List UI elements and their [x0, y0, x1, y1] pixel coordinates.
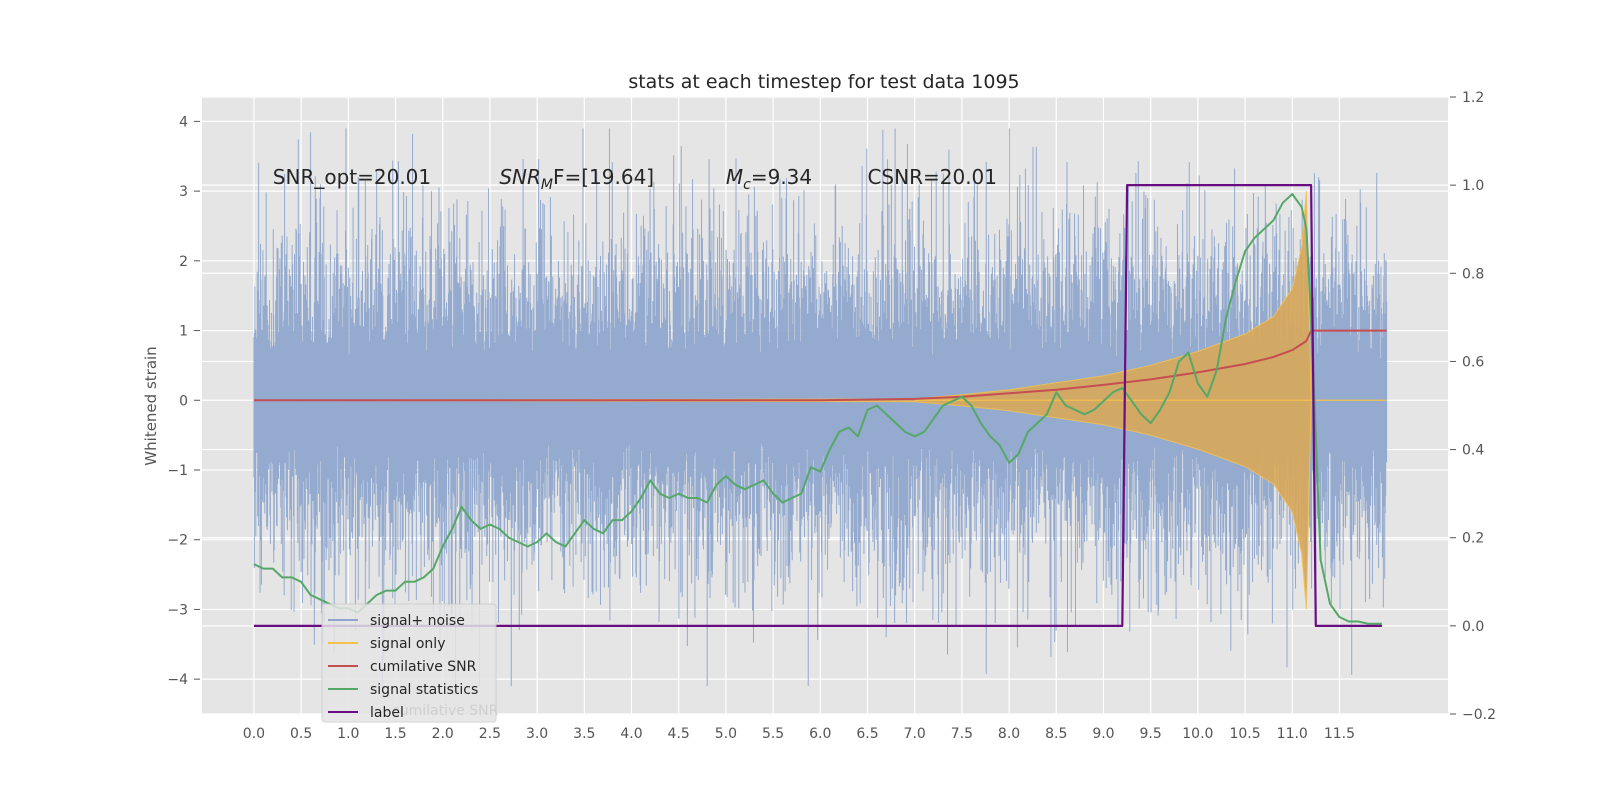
x-tick-label: 3.5	[573, 726, 595, 742]
y-tick-label: −3	[167, 602, 188, 618]
legend: cumilative SNR signal+ noise signal only cu…	[321, 603, 499, 723]
x-tick-label: 4.0	[620, 726, 642, 742]
x-tick-label: 4.5	[668, 726, 690, 742]
y2-tick-label: 0.8	[1462, 266, 1484, 282]
annotation-text: SNRMF=[19.64]	[499, 165, 654, 193]
annotation-text: Mc=9.34	[726, 165, 812, 193]
y-tick-label: 2	[179, 254, 188, 270]
y-tick-label: 4	[179, 114, 188, 130]
series-signal-statistics	[253, 193, 1382, 625]
y-tick-label: 0	[179, 393, 188, 409]
y2-tick-label: 1.0	[1462, 178, 1484, 194]
legend-entry: cumilative SNR	[370, 659, 477, 675]
x-tick-label: 0.5	[290, 726, 312, 742]
y-axis-left: 4 3 2 1 0 −1 −2 −3 −4	[167, 114, 200, 688]
x-tick-label: 7.0	[904, 726, 926, 742]
x-tick-label: 7.5	[951, 726, 973, 742]
x-tick-label: 1.0	[337, 726, 359, 742]
x-tick-label: 9.0	[1092, 726, 1114, 742]
series-label	[253, 184, 1382, 628]
x-tick-label: 3.0	[526, 726, 548, 742]
annotations: SNR_opt=20.01 SNRMF=[19.64] Mc=9.34 CSNR=20…	[273, 165, 997, 193]
x-tick-label: 11.0	[1277, 726, 1308, 742]
annotation-main: SNR	[499, 165, 541, 189]
x-axis: 0.0 0.5 1.0 1.5 2.0 2.5 3.0 3.5 4.0 4.5 5.0 5.5 6.0 6…	[243, 726, 1355, 742]
y-tick-label: −1	[167, 463, 188, 479]
legend-entry: signal+ noise	[370, 613, 465, 629]
legend-box	[321, 603, 497, 723]
y2-tick-label: 0.2	[1462, 531, 1484, 547]
legend-entry: label	[370, 705, 404, 721]
chart-title: stats at each timestep for test data 109…	[628, 71, 1019, 93]
y2-tick-label: 0.0	[1462, 619, 1484, 635]
y2-tick-label: 1.2	[1462, 90, 1484, 106]
x-tick-label: 8.0	[998, 726, 1020, 742]
y-tick-label: 3	[179, 184, 188, 200]
x-tick-label: 0.0	[243, 726, 265, 742]
x-tick-label: 6.5	[856, 726, 878, 742]
y-axis-right: 1.2 1.0 0.8 0.6 0.4 0.2 0.0 −0.2	[1450, 90, 1496, 723]
annotation-text: SNR_opt=20.01	[273, 165, 431, 189]
y2-tick-label: 0.6	[1462, 354, 1484, 370]
series-layer	[253, 128, 1388, 687]
x-tick-label: 10.0	[1182, 726, 1213, 742]
x-tick-label: 11.5	[1324, 726, 1355, 742]
legend-ghost-text: cumilative SNR	[392, 703, 499, 719]
legend-entry: signal statistics	[370, 682, 478, 698]
annotation-subscript: M	[541, 177, 553, 193]
x-tick-label: 2.0	[432, 726, 454, 742]
legend-entry: signal only	[370, 636, 445, 652]
annotation-subscript: c	[743, 177, 751, 193]
y2-tick-label: −0.2	[1462, 707, 1496, 723]
annotation-text: CSNR=20.01	[867, 165, 997, 189]
annotation-main: M	[726, 165, 743, 189]
annotation-value: F=[19.64]	[553, 165, 654, 189]
y-tick-label: −4	[167, 672, 188, 688]
x-tick-label: 5.0	[715, 726, 737, 742]
x-tick-label: 1.5	[384, 726, 406, 742]
x-tick-label: 8.5	[1045, 726, 1067, 742]
x-tick-label: 2.5	[479, 726, 501, 742]
y-tick-label: 1	[179, 324, 188, 340]
annotation-value: =9.34	[751, 165, 812, 189]
x-tick-label: 9.5	[1140, 726, 1162, 742]
x-tick-label: 10.5	[1229, 726, 1260, 742]
y-tick-label: −2	[167, 533, 188, 549]
x-tick-label: 6.0	[809, 726, 831, 742]
y2-tick-label: 0.4	[1462, 443, 1484, 459]
x-tick-label: 5.5	[762, 726, 784, 742]
y-axis-label: Whitened strain	[142, 346, 160, 465]
